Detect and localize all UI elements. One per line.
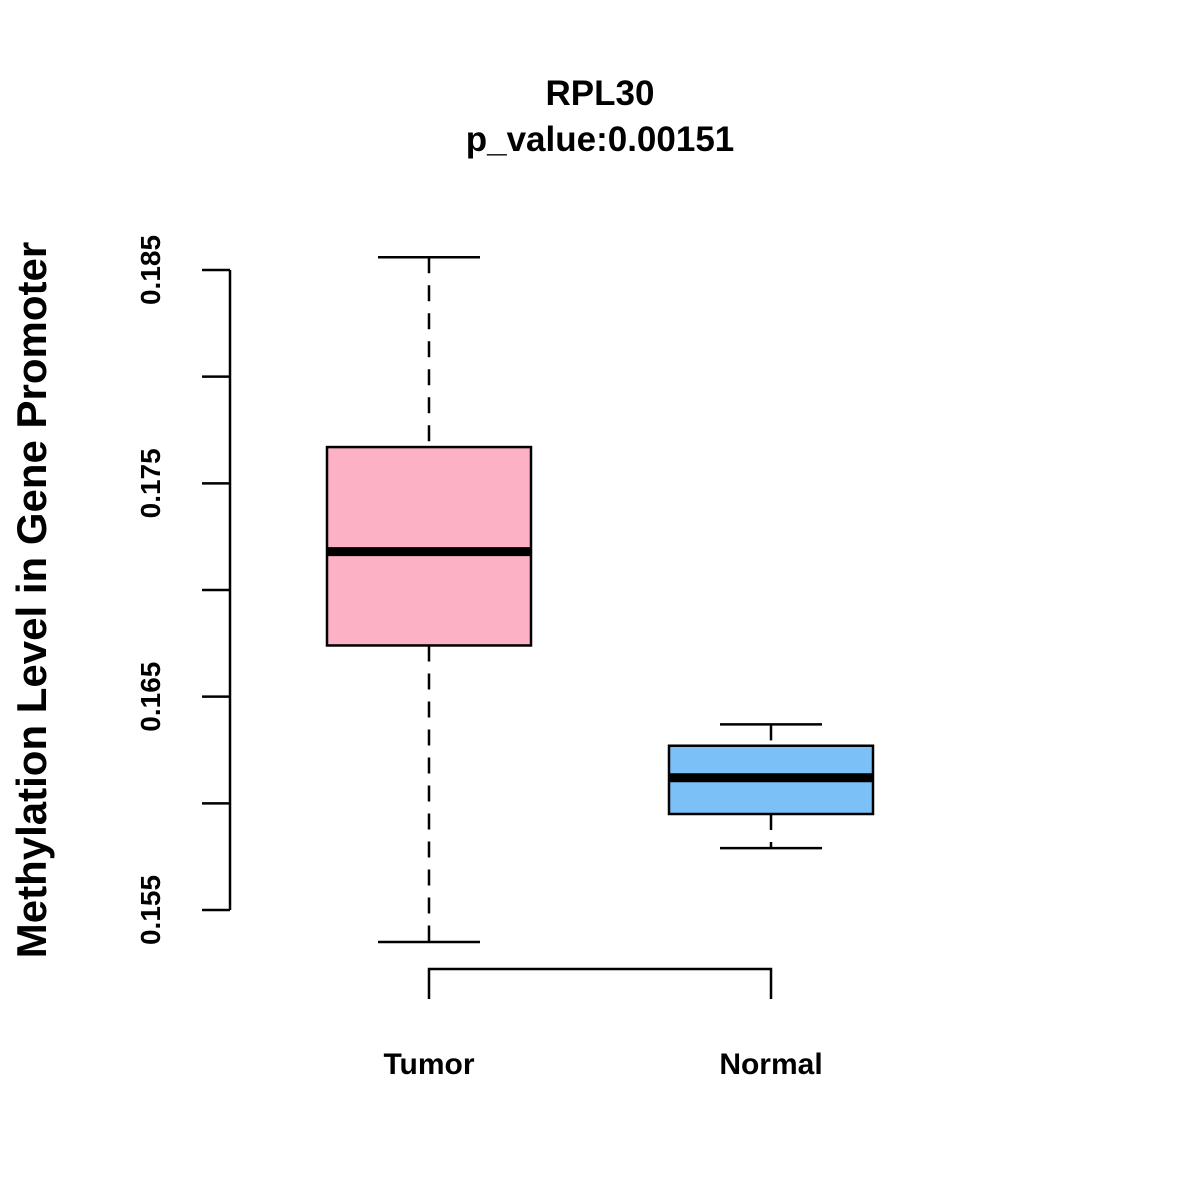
significance-bracket-group bbox=[427, 967, 773, 999]
box-tumor bbox=[325, 255, 533, 944]
y-tick-label: 0.155 bbox=[135, 875, 166, 945]
y-axis-label: Methylation Level in Gene Promoter bbox=[8, 242, 55, 958]
category-label-normal: Normal bbox=[719, 1048, 822, 1081]
category-label-tumor: Tumor bbox=[383, 1048, 474, 1081]
boxes-group bbox=[325, 255, 875, 944]
chart-title: RPL30 bbox=[546, 74, 655, 113]
significance-bracket bbox=[427, 967, 773, 999]
interquartile-box bbox=[325, 445, 533, 647]
chart-subtitle-pvalue: p_value:0.00151 bbox=[466, 120, 735, 159]
y-tick-label: 0.165 bbox=[135, 662, 166, 732]
category-labels: Tumor Normal bbox=[383, 1048, 822, 1081]
box-normal bbox=[667, 723, 875, 850]
y-tick-label: 0.185 bbox=[135, 235, 166, 305]
y-tick-label: 0.175 bbox=[135, 448, 166, 518]
y-axis: 0.155 0.165 0.175 0.185 bbox=[135, 235, 232, 945]
